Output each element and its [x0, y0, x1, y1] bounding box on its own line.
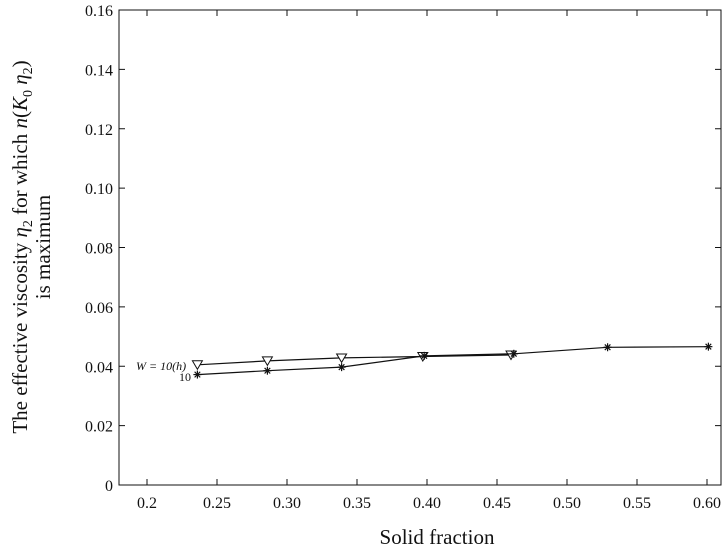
y-tick-label: 0.06	[85, 300, 113, 317]
x-tick-label: 0.50	[553, 495, 581, 512]
data-point-asterisk	[509, 349, 518, 358]
data-point-triangle	[191, 360, 204, 371]
data-point-asterisk	[193, 370, 202, 379]
x-tick-label: 0.30	[273, 495, 301, 512]
y-tick-label: 0.10	[85, 181, 113, 198]
plot-frame	[118, 9, 722, 486]
y-axis-title: The effective viscosity η2 for which n(K…	[8, 60, 36, 433]
x-tick-label: 0.55	[623, 495, 651, 512]
asterisk-stroke	[194, 371, 201, 378]
x-tick-label: 0.2	[137, 495, 157, 512]
x-tick-label: 0.60	[693, 495, 721, 512]
data-point-triangle	[261, 356, 274, 367]
data-point-asterisk	[704, 342, 713, 351]
data-point-asterisk	[263, 366, 272, 375]
y-axis-title-line2: is maximum	[31, 195, 55, 299]
x-tick-label: 0.40	[413, 495, 441, 512]
series-layer	[191, 342, 713, 379]
y-tick-label: 0.16	[85, 3, 113, 20]
data-point-asterisk	[420, 351, 429, 360]
series-line	[197, 354, 512, 366]
y-tick-label: 0.02	[85, 419, 113, 436]
asterisk-stroke	[264, 367, 271, 374]
x-tick-label: 0.25	[203, 495, 231, 512]
y-ticks: 0 0.02 0.04 0.06 0.08 0.10 0.12 0.14 0.16	[85, 3, 721, 495]
data-point-triangle	[335, 353, 348, 364]
asterisk-stroke	[604, 344, 611, 351]
series-label-w: W = 10(h)	[136, 359, 186, 373]
y-tick-label: 0	[105, 478, 113, 495]
series-label-10: 10	[179, 370, 191, 384]
asterisk-stroke	[338, 363, 345, 371]
data-point-asterisk	[603, 343, 612, 352]
asterisk-stroke	[705, 343, 712, 350]
x-tick-label: 0.35	[343, 495, 371, 512]
data-point-asterisk	[337, 363, 346, 372]
asterisk-stroke	[510, 350, 518, 358]
y-tick-label: 0.04	[85, 359, 113, 376]
x-axis-title: Solid fraction	[380, 525, 495, 549]
y-tick-label: 0.12	[85, 122, 113, 139]
x-ticks: 0.2 0.25 0.30 0.35 0.40 0.45 0.50 0.55 0.60	[137, 10, 721, 512]
x-tick-label: 0.45	[483, 495, 511, 512]
y-tick-label: 0.08	[85, 241, 113, 258]
y-tick-label: 0.14	[85, 62, 113, 79]
asterisk-stroke	[420, 352, 428, 360]
